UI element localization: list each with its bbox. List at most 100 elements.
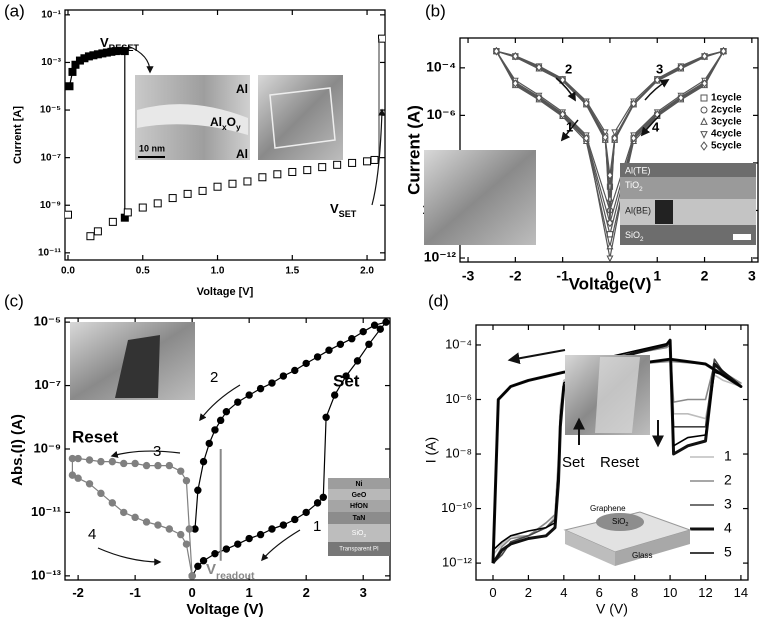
annotation: Transparent PI	[339, 547, 379, 553]
annotation-subscript: 2	[639, 186, 643, 193]
marker	[325, 346, 333, 354]
annotation: AlxOy	[210, 115, 241, 132]
legend-label: 1	[724, 448, 732, 464]
legend-label: 4	[724, 520, 732, 536]
y-tick-label: 10⁻⁷	[34, 377, 61, 392]
legend-swatch	[700, 106, 708, 114]
marker	[342, 372, 350, 380]
plot-frame	[64, 9, 386, 261]
legend-label: 3cycle	[711, 117, 742, 128]
panel: 0.0 0.5 1.0 1.5 2.0 10⁻¹ 10⁻³ 10⁻⁵ 10⁻⁷ 10⁻⁹ 10⁻¹¹…	[4, 1, 386, 298]
tem-layer	[137, 104, 248, 135]
marker	[720, 47, 727, 56]
marker	[243, 177, 252, 186]
marker	[302, 508, 310, 517]
annotation: Al	[236, 147, 248, 161]
stack-layer	[328, 542, 390, 556]
y-tick-label: 10⁻⁴	[426, 59, 456, 75]
legend-label: 5	[724, 544, 732, 560]
y-tick-label: 10⁻⁷	[40, 152, 61, 163]
stack-layer	[328, 512, 390, 524]
marker	[288, 167, 297, 176]
y-tick-label: 10⁻¹³	[31, 567, 62, 582]
annotation: SiO2	[612, 517, 628, 528]
x-tick-label: 0	[606, 267, 614, 283]
annotation-arrow	[261, 529, 301, 562]
annotation: Glass	[632, 551, 652, 560]
glass-side	[615, 530, 690, 566]
plot-frame	[475, 324, 749, 581]
marker	[65, 82, 74, 91]
annotation-subscript: RESET	[109, 43, 140, 53]
annotation: Set	[333, 371, 360, 390]
y-tick-label: 10⁻⁵	[40, 105, 61, 116]
marker	[273, 170, 282, 179]
x-tick-label: -2	[509, 267, 522, 283]
annotation: HfON	[350, 503, 368, 510]
marker	[211, 426, 219, 434]
marker	[322, 413, 330, 421]
annotation-text: V	[330, 201, 339, 216]
marker	[336, 340, 345, 349]
marker	[279, 372, 288, 380]
annotation-arrow	[644, 79, 670, 101]
marker	[120, 508, 128, 517]
annotation: 2	[210, 369, 218, 386]
marker	[365, 340, 373, 349]
marker	[512, 79, 519, 88]
annotation-text: SiO	[625, 230, 640, 240]
marker	[234, 540, 242, 548]
marker	[74, 474, 82, 482]
marker	[606, 255, 614, 262]
tem-feature	[655, 200, 673, 224]
marker	[205, 439, 213, 448]
marker	[333, 160, 342, 169]
marker	[153, 199, 162, 208]
marker	[359, 327, 367, 336]
x-tick-label: 1	[653, 267, 661, 283]
marker	[302, 359, 310, 368]
marker	[303, 166, 312, 175]
annotation: Vreadout	[206, 561, 255, 582]
marker	[168, 194, 177, 203]
scale-bar	[733, 234, 751, 240]
x-tick-label: 14	[734, 585, 748, 600]
annotation: SiO2	[352, 530, 367, 539]
annotation: Set	[562, 454, 585, 471]
stack-layer	[328, 478, 390, 489]
annotation-arrow	[97, 547, 162, 566]
annotation: 4	[88, 526, 96, 543]
annotation-arrow	[555, 77, 576, 102]
marker	[256, 384, 265, 393]
y-tick-label: 10⁻⁶	[445, 391, 472, 406]
marker	[677, 93, 685, 102]
annotation: VSET	[330, 201, 357, 219]
tem-layer	[620, 177, 756, 199]
x-tick-label: 3	[360, 585, 367, 600]
marker	[199, 557, 208, 565]
x-tick-label: 1	[246, 585, 253, 600]
marker	[131, 513, 139, 522]
marker	[330, 391, 339, 399]
marker	[606, 183, 614, 190]
marker	[512, 51, 519, 61]
annotation: Ni	[356, 481, 363, 488]
marker	[85, 456, 94, 464]
insets	[70, 45, 756, 566]
x-tick-label: 0.0	[61, 266, 75, 277]
marker	[234, 398, 242, 406]
marker	[318, 163, 327, 172]
y-tick-label: 10⁻⁹	[40, 200, 61, 211]
annotation-arrow	[560, 119, 579, 142]
annotation: Reset	[72, 427, 119, 446]
marker	[245, 534, 253, 543]
series-line	[68, 50, 126, 218]
marker	[68, 454, 77, 463]
x-tick-label: 0	[189, 585, 196, 600]
panel-label: (d)	[428, 291, 449, 310]
marker	[123, 208, 132, 217]
marker	[108, 217, 117, 226]
annotation: VRESET	[100, 35, 139, 53]
